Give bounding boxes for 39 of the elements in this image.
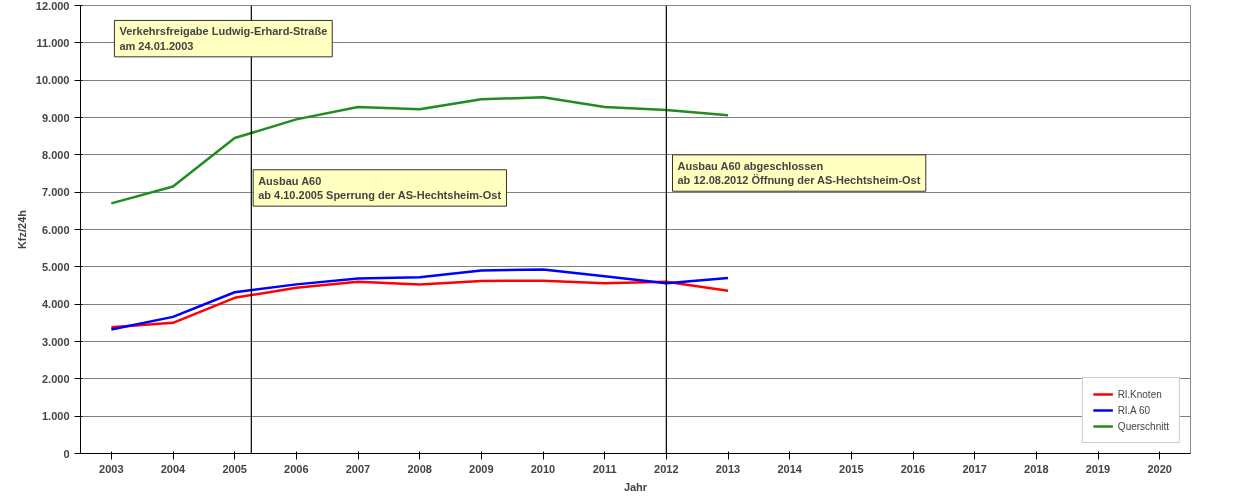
x-tick-label: 2007	[345, 462, 371, 475]
y-tick-label: 0	[63, 447, 70, 460]
x-tick-label: 2010	[530, 462, 556, 475]
y-tick-label: 4.000	[41, 298, 70, 311]
y-tick-label: 1.000	[41, 410, 70, 423]
y-tick-label: 10.000	[35, 74, 70, 87]
x-tick-label: 2015	[839, 462, 864, 475]
x-axis-title: Jahr	[623, 480, 648, 493]
x-tick-label: 2004	[160, 462, 187, 475]
y-tick-label: 6.000	[41, 223, 70, 236]
y-tick-label: 7.000	[41, 186, 70, 199]
x-tick-label: 2016	[900, 462, 926, 475]
x-tick-label: 2014	[777, 462, 803, 475]
x-tick-label: 2008	[407, 462, 432, 475]
y-axis-title: Kfz/24h	[15, 209, 28, 250]
legend-label: Querschnitt	[1117, 420, 1169, 432]
legend-label: Rl.Knoten	[1117, 388, 1162, 400]
y-tick-label: 9.000	[41, 111, 70, 124]
y-tick-label: 5.000	[41, 260, 70, 273]
y-tick-label: 12.000	[35, 0, 70, 12]
annotation: Ausbau A60 ab 4.10.2005 Sperrung der AS-Hechtsheim-Ost	[258, 174, 502, 202]
x-tick-label: 2005	[222, 462, 247, 475]
x-tick-label: 2012	[654, 462, 679, 475]
x-tick-label: 2018	[1024, 462, 1049, 475]
x-tick-label: 2019	[1085, 462, 1111, 475]
x-tick-label: 2011	[592, 462, 617, 475]
x-tick-label: 2020	[1147, 462, 1172, 475]
x-tick-label: 2017	[962, 462, 987, 475]
annotation: Ausbau A60 abgeschlossen ab 12.08.2012 Öffnung der AS-Hechtsheim-Ost	[677, 159, 921, 187]
y-tick-label: 8.000	[41, 148, 70, 161]
x-tick-label: 2003	[99, 462, 124, 475]
annotation: Verkehrsfreigabe Ludwig-Erhard-Straße am 24.01.2003	[119, 25, 328, 52]
y-tick-label: 3.000	[41, 335, 70, 348]
x-tick-label: 2009	[469, 462, 494, 475]
y-tick-label: 2.000	[41, 372, 70, 385]
legend-label: Rl.A 60	[1117, 404, 1151, 416]
x-tick-label: 2006	[284, 462, 309, 475]
x-tick-label: 2013	[715, 462, 741, 475]
y-tick-label: 11.000	[36, 36, 70, 49]
